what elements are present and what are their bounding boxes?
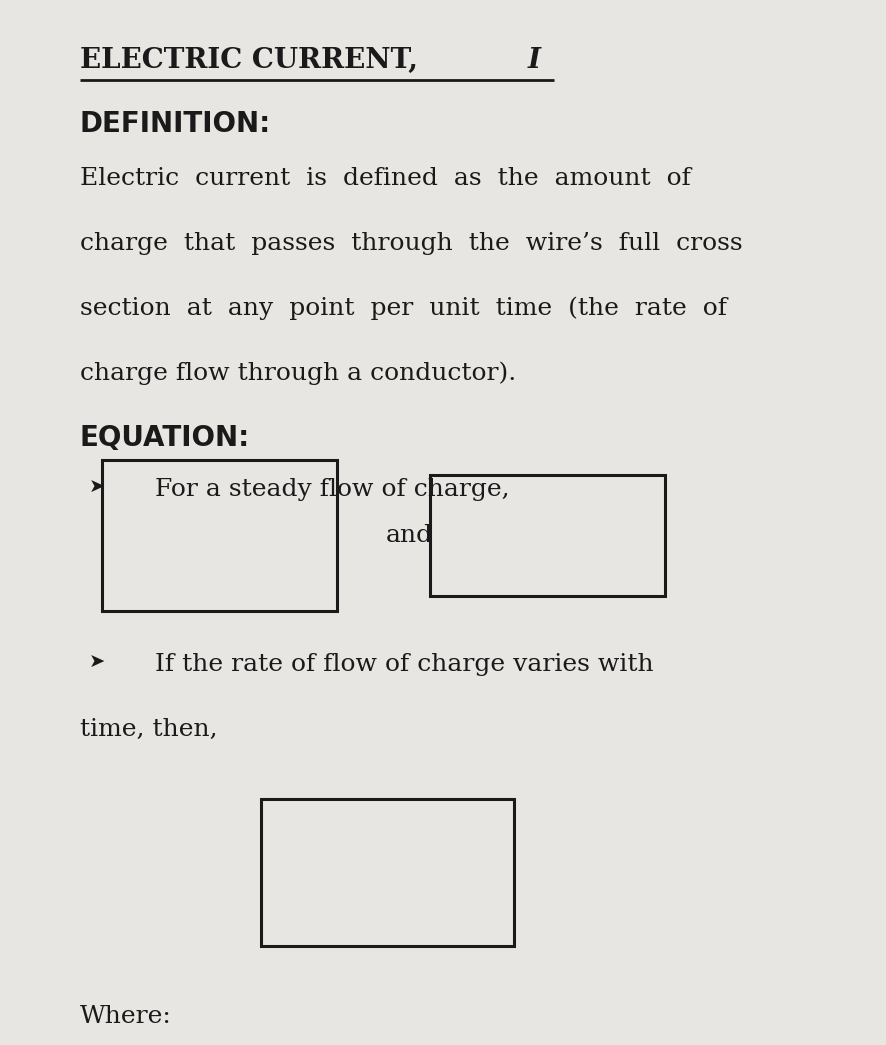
- Bar: [430, 475, 664, 596]
- Text: charge  that  passes  through  the  wire’s  full  cross: charge that passes through the wire’s fu…: [80, 232, 742, 255]
- Text: ELECTRIC CURRENT,: ELECTRIC CURRENT,: [80, 47, 427, 74]
- Text: time, then,: time, then,: [80, 718, 217, 741]
- Text: For a steady flow of charge,: For a steady flow of charge,: [155, 478, 509, 501]
- Bar: [102, 460, 337, 611]
- Text: I: I: [527, 47, 540, 74]
- Text: EQUATION:: EQUATION:: [80, 424, 250, 452]
- Text: ➤: ➤: [89, 478, 105, 496]
- Text: ➤: ➤: [89, 653, 105, 672]
- Text: Where:: Where:: [80, 1005, 172, 1028]
- Text: and: and: [385, 524, 432, 548]
- Text: DEFINITION:: DEFINITION:: [80, 110, 271, 138]
- Text: If the rate of flow of charge varies with: If the rate of flow of charge varies wit…: [155, 653, 654, 676]
- Bar: [261, 799, 514, 946]
- Text: charge flow through a conductor).: charge flow through a conductor).: [80, 362, 516, 386]
- Text: Electric  current  is  defined  as  the  amount  of: Electric current is defined as the amoun…: [80, 167, 690, 190]
- Text: section  at  any  point  per  unit  time  (the  rate  of: section at any point per unit time (the …: [80, 297, 727, 321]
